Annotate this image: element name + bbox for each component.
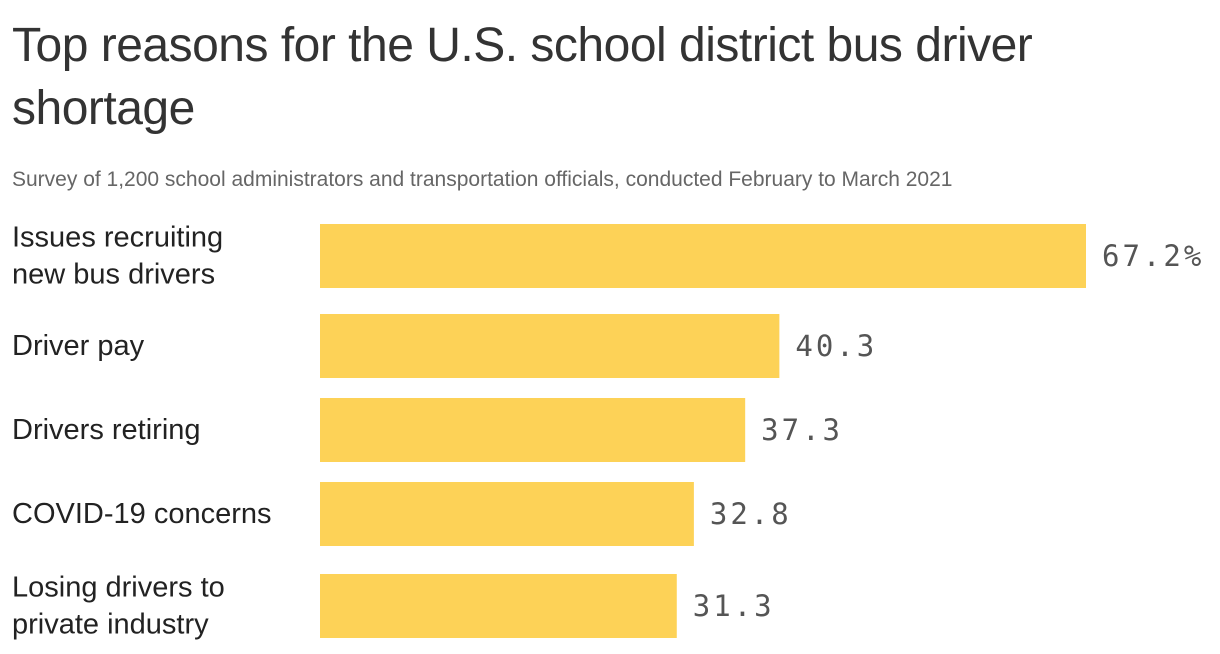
category-label-line: Losing drivers to xyxy=(12,572,225,604)
category-label-1: Issues recruiting new bus drivers xyxy=(12,222,223,291)
bar-2 xyxy=(320,314,779,378)
category-label-3: Drivers retiring xyxy=(12,414,201,446)
category-label-line: new bus drivers xyxy=(12,259,215,291)
bar-3 xyxy=(320,398,745,462)
bars-layer xyxy=(320,224,1086,638)
category-labels-layer: Issues recruiting new bus drivers Driver p… xyxy=(12,222,272,641)
bar-4 xyxy=(320,482,694,546)
bar-5 xyxy=(320,574,677,638)
category-label-4: COVID-19 concerns xyxy=(12,498,272,530)
value-label-3: 37.3 xyxy=(761,413,843,447)
category-label-line: Driver pay xyxy=(12,330,145,362)
category-label-2: Driver pay xyxy=(12,330,145,362)
category-label-line: Drivers retiring xyxy=(12,414,201,446)
value-label-5: 31.3 xyxy=(693,589,775,623)
bar-1 xyxy=(320,224,1086,288)
value-labels-layer: 67.2% 40.3 37.3 32.8 31.3 xyxy=(693,239,1205,623)
value-label-2: 40.3 xyxy=(795,329,877,363)
category-label-line: private industry xyxy=(12,609,209,641)
category-label-5: Losing drivers to private industry xyxy=(12,572,225,641)
value-label-1: 67.2% xyxy=(1102,239,1204,273)
category-label-line: COVID-19 concerns xyxy=(12,498,272,530)
value-label-4: 32.8 xyxy=(710,497,792,531)
category-label-line: Issues recruiting xyxy=(12,222,223,254)
